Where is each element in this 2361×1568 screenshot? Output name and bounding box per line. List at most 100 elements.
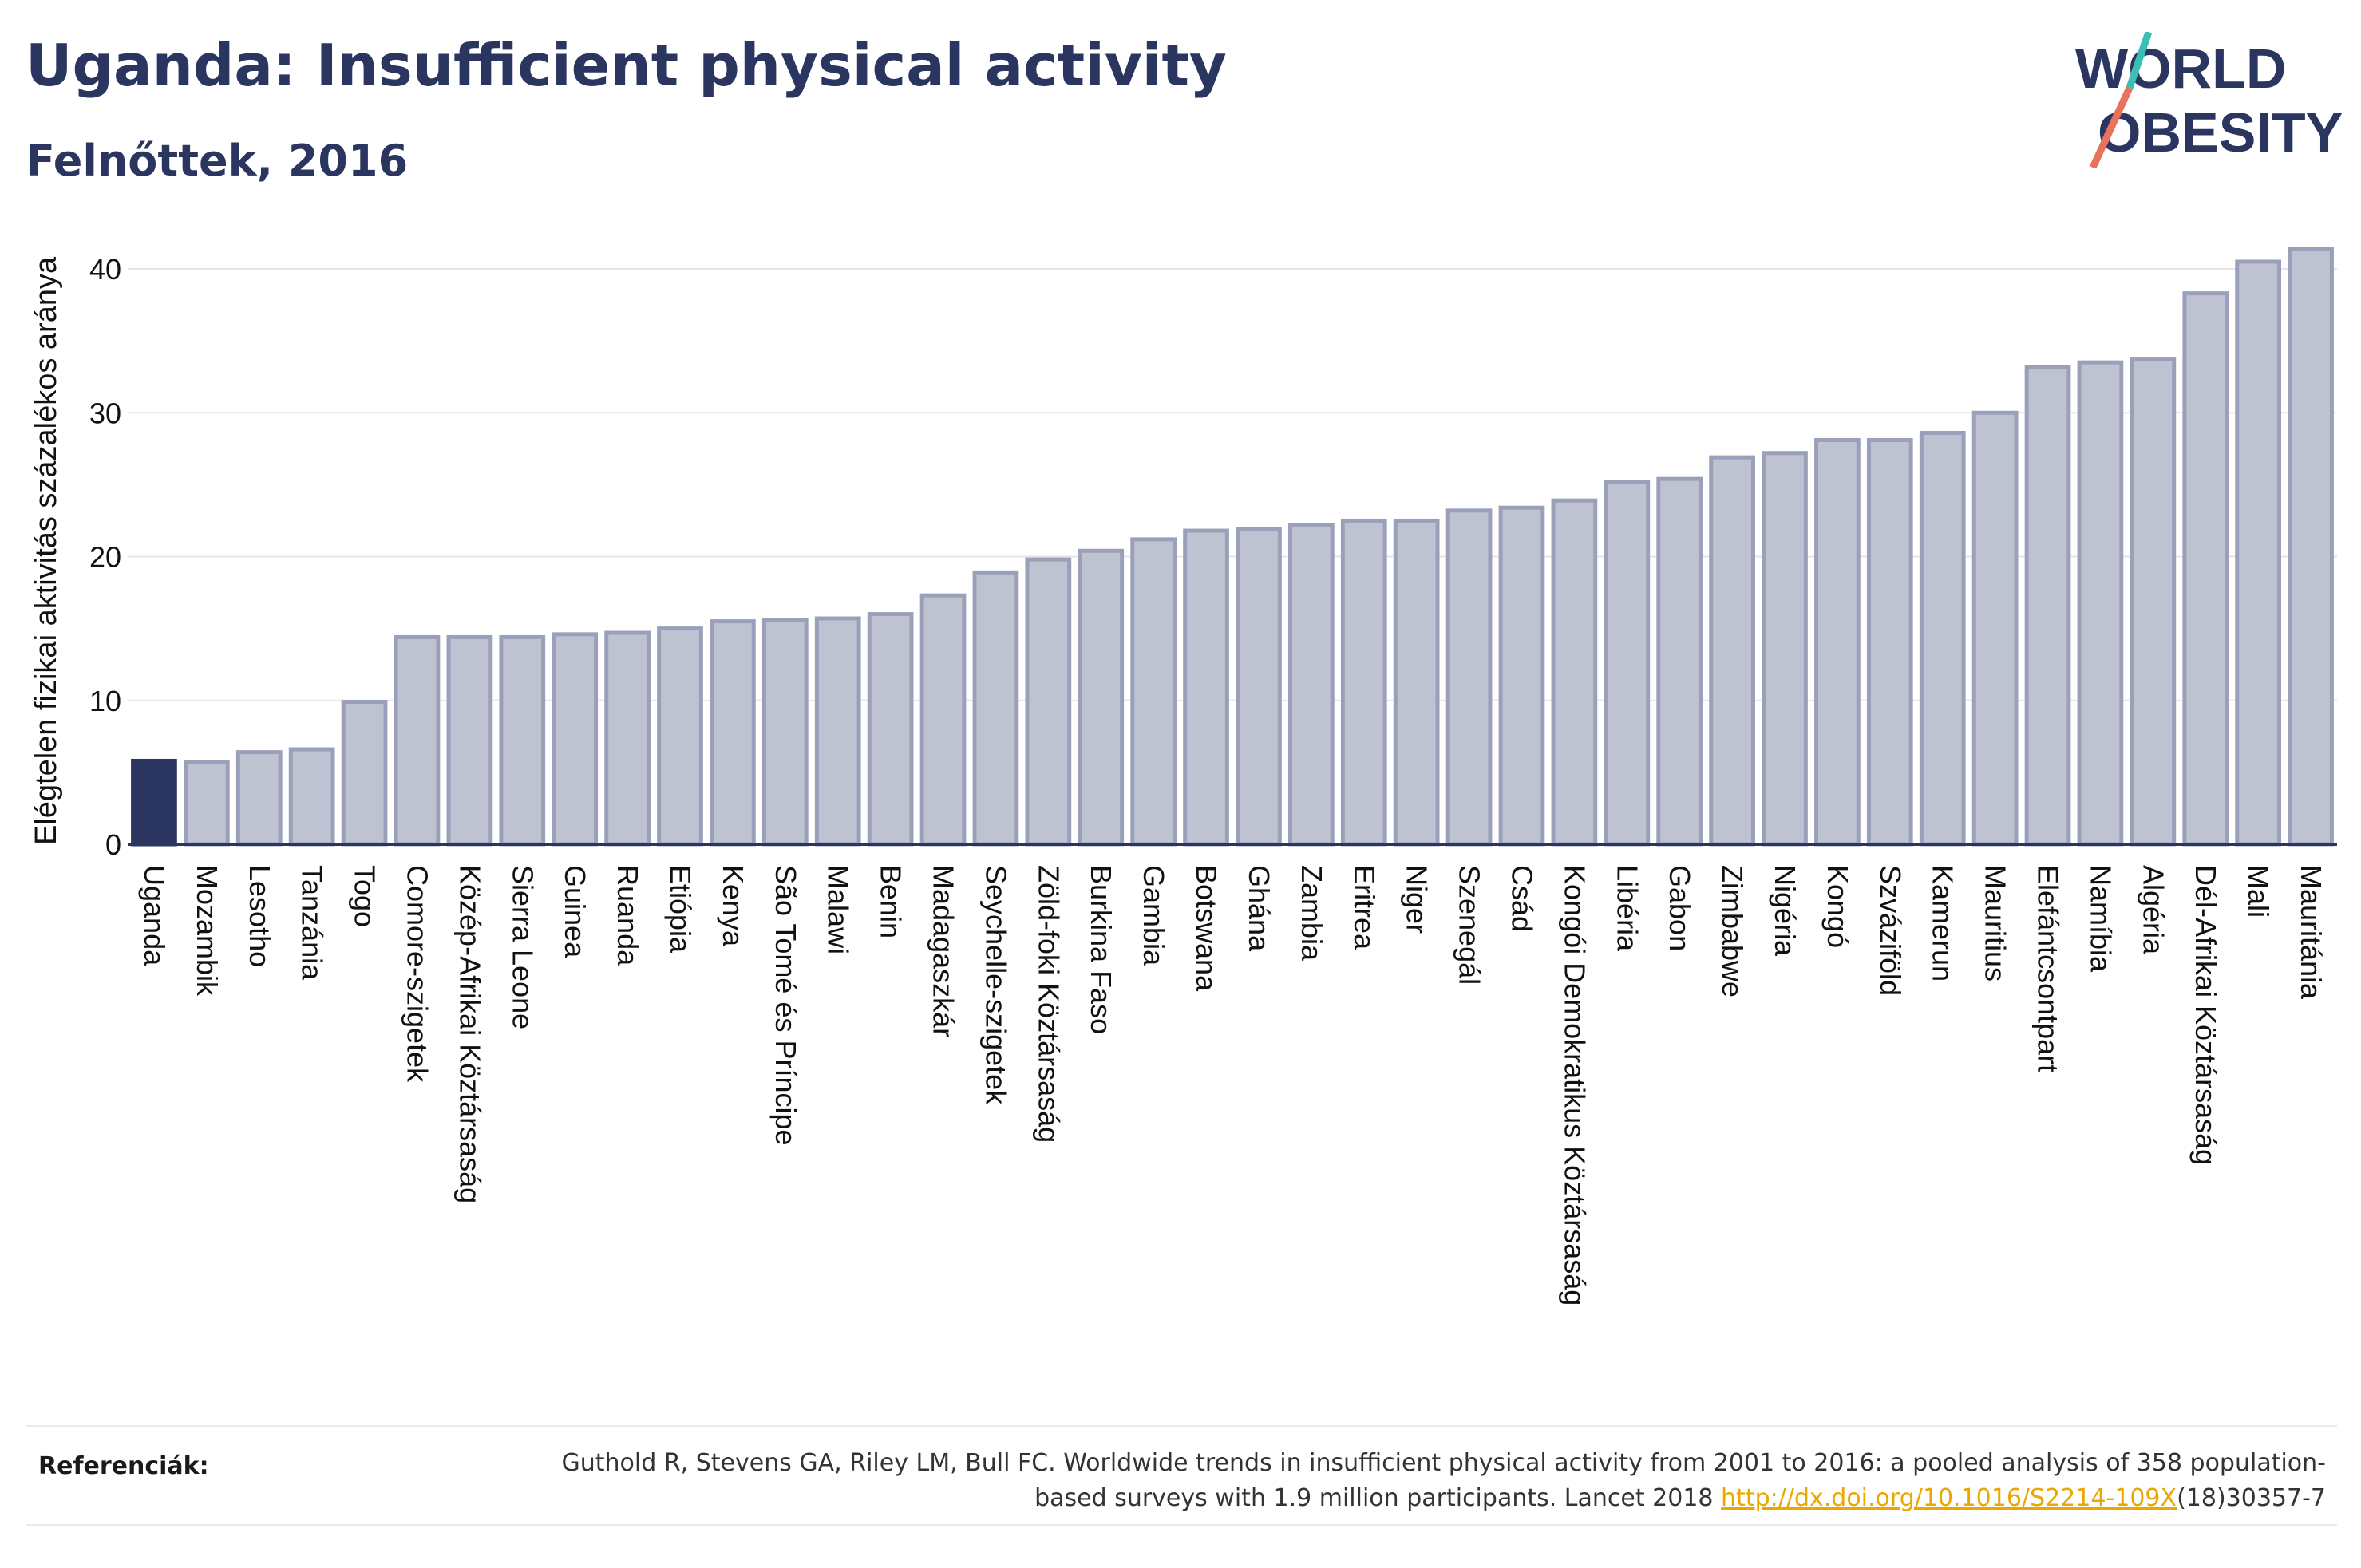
references-label: Referenciák: bbox=[38, 1452, 209, 1480]
x-tick-label: Tanzánia bbox=[296, 865, 329, 981]
bar-Tanzánia bbox=[288, 747, 335, 847]
x-tick-label: Guinea bbox=[559, 865, 591, 958]
x-tick-label: Malawi bbox=[822, 865, 855, 954]
x-tick-label: Elefántcsontpart bbox=[2032, 865, 2065, 1072]
x-tick-label: Dél-Afrikai Köztársaság bbox=[2189, 865, 2222, 1165]
x-tick-label: Burkina Faso bbox=[1085, 865, 1117, 1034]
x-tick-label: Kongó bbox=[1821, 865, 1854, 948]
x-tick-label: Csád bbox=[1505, 865, 1538, 932]
x-tick-label: Madagaszkár bbox=[927, 865, 960, 1037]
bar-Burkina Faso bbox=[1078, 548, 1125, 847]
x-tick-label: Ruanda bbox=[611, 865, 644, 966]
bar-Közép-Afrikai Köztársaság bbox=[446, 634, 493, 847]
bar-Ghána bbox=[1236, 527, 1282, 847]
x-tick-label: Gambia bbox=[1137, 865, 1170, 966]
bar-Kongó bbox=[1814, 437, 1861, 847]
x-tick-label: Togo bbox=[349, 865, 382, 927]
bar-Namíbia bbox=[2077, 360, 2124, 847]
x-tick-label: Gabon bbox=[1663, 865, 1696, 951]
x-tick-label: Zöld-foki Köztársaság bbox=[1032, 865, 1065, 1143]
y-tick-label: 30 bbox=[89, 397, 121, 429]
x-tick-label: Zimbabwe bbox=[1716, 865, 1749, 997]
y-tick-label: 0 bbox=[105, 828, 121, 861]
x-tick-label: Niger bbox=[1401, 865, 1434, 934]
y-tick-labels: 0 10 20 30 40 bbox=[89, 253, 121, 861]
bar-Mali bbox=[2235, 259, 2282, 847]
x-tick-label: Seychelle-szigetek bbox=[979, 865, 1012, 1105]
bar-Zambia bbox=[1287, 523, 1335, 847]
chart-title: Uganda: Insufficient physical activity bbox=[26, 32, 1227, 99]
bar-Togo bbox=[341, 700, 388, 847]
logo-slash-bottom bbox=[2089, 86, 2134, 168]
x-tick-label: Kongói Demokratikus Köztársaság bbox=[1558, 865, 1591, 1305]
x-tick-label: Algéria bbox=[2137, 865, 2169, 955]
bar-Mauritius bbox=[1971, 410, 2019, 847]
x-tick-label: Szváziföld bbox=[1874, 865, 1907, 996]
reference-suffix: (18)30357-7 bbox=[2177, 1484, 2326, 1512]
bar-Nigéria bbox=[1762, 451, 1808, 847]
bar-São Tomé és Príncipe bbox=[761, 618, 809, 847]
bar-Ruanda bbox=[604, 630, 651, 847]
bar-Lesotho bbox=[235, 750, 283, 847]
bar-Gabon bbox=[1656, 476, 1703, 847]
bar-Kenya bbox=[710, 619, 756, 847]
x-tick-label: Benin bbox=[875, 865, 908, 938]
bars bbox=[131, 247, 2334, 847]
x-tick-label: Mauritánia bbox=[2295, 865, 2327, 1000]
bar-Kamerun bbox=[1919, 430, 1966, 847]
x-tick-label: Libéria bbox=[1611, 865, 1643, 952]
x-tick-label: Szenegál bbox=[1453, 865, 1486, 985]
x-tick-label: Mali bbox=[2242, 865, 2275, 918]
bar-Zöld-foki Köztársaság bbox=[1025, 557, 1072, 847]
bar-Zimbabwe bbox=[1709, 455, 1755, 847]
x-tick-label: Comore-szigetek bbox=[401, 865, 433, 1083]
x-tick-label: Nigéria bbox=[1769, 865, 1801, 957]
bar-Eritrea bbox=[1340, 518, 1387, 847]
x-tick-labels: Uganda Mozambik Lesotho Tanzánia Togo Comore-… bbox=[138, 865, 2327, 1305]
logo-slash-top bbox=[2126, 32, 2153, 89]
logo-line2: OBESITY bbox=[2098, 101, 2343, 164]
x-tick-label: Namíbia bbox=[2084, 865, 2117, 973]
y-tick-label: 20 bbox=[89, 541, 121, 574]
x-tick-label: Sierra Leone bbox=[506, 865, 539, 1029]
bar-Algéria bbox=[2130, 357, 2177, 847]
bar-Kongói Demokratikus Köztársaság bbox=[1551, 498, 1598, 847]
bar-Benin bbox=[867, 612, 914, 847]
bar-Gambia bbox=[1130, 537, 1177, 847]
bar-Csád bbox=[1498, 505, 1545, 847]
bar-Szváziföld bbox=[1866, 437, 1913, 847]
y-axis-label: Elégtelen fizikai aktivitás százalékos a… bbox=[30, 256, 63, 845]
x-tick-label: São Tomé és Príncipe bbox=[769, 865, 802, 1146]
x-tick-label: Etiópia bbox=[664, 865, 697, 954]
x-tick-label: Eritrea bbox=[1348, 865, 1381, 950]
x-tick-label: Mauritius bbox=[1979, 865, 2012, 981]
bar-Malawi bbox=[814, 616, 861, 847]
bar-Elefántcsontpart bbox=[2024, 365, 2071, 847]
bar-Dél-Afrikai Köztársaság bbox=[2182, 291, 2229, 847]
grid-lines bbox=[128, 268, 2337, 701]
x-tick-label: Lesotho bbox=[243, 865, 276, 967]
bar-Sierra Leone bbox=[499, 634, 546, 847]
bar-Szenegál bbox=[1445, 508, 1493, 847]
reference-link[interactable]: http://dx.doi.org/10.1016/S2214-109X bbox=[1721, 1484, 2177, 1512]
chart-subtitle: Felnőttek, 2016 bbox=[26, 136, 409, 186]
bar-Niger bbox=[1393, 518, 1440, 847]
logo-line1: WORLD bbox=[2075, 38, 2286, 100]
x-tick-label: Botswana bbox=[1190, 865, 1223, 992]
x-tick-label: Kamerun bbox=[1927, 865, 1960, 981]
bar-Mozambik bbox=[183, 760, 230, 847]
references-text: Guthold R, Stevens GA, Riley LM, Bull FC… bbox=[490, 1446, 2326, 1516]
reference-citation: Guthold R, Stevens GA, Riley LM, Bull FC… bbox=[561, 1449, 2326, 1512]
divider-bottom bbox=[26, 1524, 2337, 1526]
bar-Botswana bbox=[1183, 528, 1229, 847]
x-tick-label: Uganda bbox=[138, 865, 171, 966]
bar-Etiópia bbox=[657, 626, 703, 847]
bar-Seychelle-szigetek bbox=[972, 570, 1019, 847]
bar-Guinea bbox=[552, 632, 599, 847]
bar-Madagaszkár bbox=[919, 593, 967, 847]
bar-Mauritánia bbox=[2288, 247, 2334, 847]
bar-Comore-szigetek bbox=[394, 634, 441, 847]
world-obesity-logo: WORLD OBESITY bbox=[2075, 32, 2343, 168]
y-tick-label: 40 bbox=[89, 253, 121, 286]
